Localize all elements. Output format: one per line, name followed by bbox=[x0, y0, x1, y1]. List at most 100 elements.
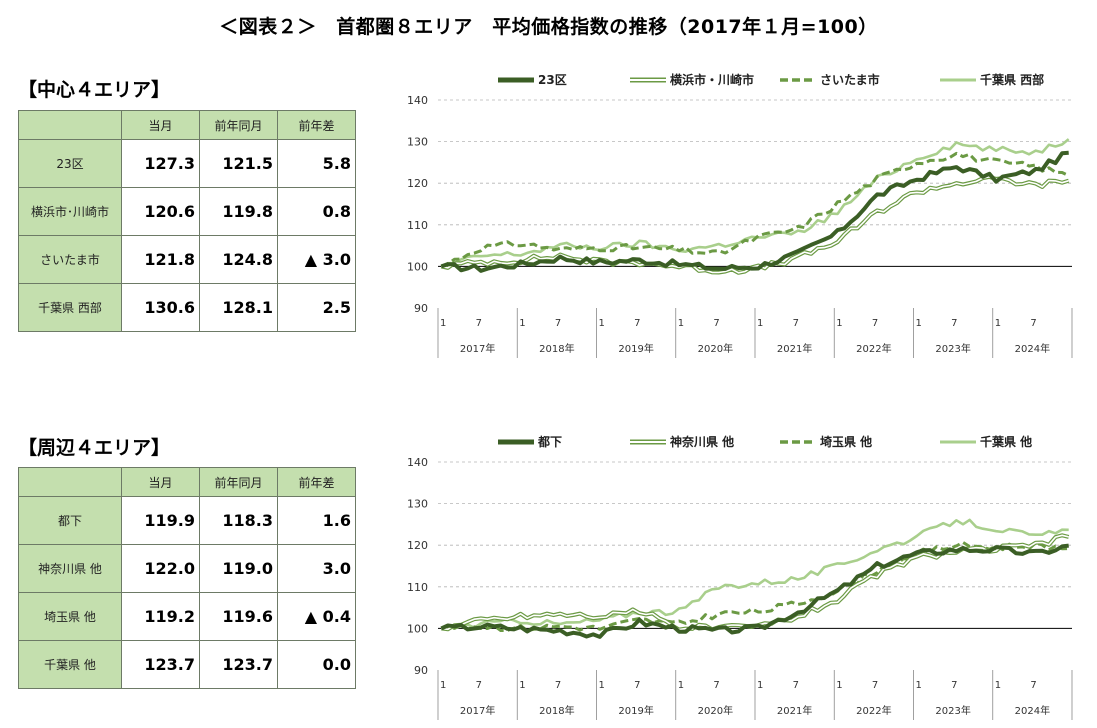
legend-label: 神奈川県 他 bbox=[670, 434, 734, 449]
x-month-tick-label: 7 bbox=[872, 680, 878, 691]
legend-label: 横浜市・川崎市 bbox=[670, 72, 754, 87]
table-row: さいたま市 121.8 124.8 ▲ 3.0 bbox=[18, 235, 356, 284]
current-value: 121.8 bbox=[121, 235, 200, 284]
y-tick-label: 130 bbox=[407, 498, 428, 511]
current-value: 123.7 bbox=[121, 640, 200, 689]
current-value: 119.9 bbox=[121, 496, 200, 545]
table-row: 埼玉県 他 119.2 119.6 ▲ 0.4 bbox=[18, 592, 356, 641]
x-month-tick-label: 1 bbox=[995, 318, 1001, 329]
diff-value: ▲ 3.0 bbox=[277, 235, 356, 284]
diff-value: 5.8 bbox=[277, 139, 356, 188]
x-year-label: 2019年 bbox=[618, 704, 653, 717]
table-header-row: 当月 前年同月 前年差 bbox=[18, 467, 356, 497]
legend-label: 23区 bbox=[538, 73, 567, 87]
x-year-label: 2023年 bbox=[935, 704, 970, 717]
table-row: 千葉県 西部 130.6 128.1 2.5 bbox=[18, 283, 356, 332]
table-header-diff: 前年差 bbox=[277, 110, 356, 140]
peripheral-areas-line-chart: 90 100 110 120 130 140 1 7 2017年 1 7 2018年 1 7 2019年 1 7… bbox=[407, 434, 1073, 720]
area-label: 横浜市･川崎市 bbox=[18, 187, 122, 236]
y-tick-label: 100 bbox=[407, 622, 428, 635]
current-value: 127.3 bbox=[121, 139, 200, 188]
legend-item: 23区 bbox=[498, 73, 567, 87]
series-line-inner bbox=[441, 176, 1069, 274]
current-value: 130.6 bbox=[121, 283, 200, 332]
y-tick-label: 120 bbox=[407, 177, 428, 190]
current-value: 119.2 bbox=[121, 592, 200, 641]
peripheral-areas-table: 当月 前年同月 前年差 都下 119.9 118.3 1.6 神奈川県 他 122.0 1… bbox=[18, 467, 356, 689]
y-tick-label: 120 bbox=[407, 539, 428, 552]
legend-item: 埼玉県 他 bbox=[780, 434, 872, 449]
prev-year-value: 123.7 bbox=[199, 640, 278, 689]
series-line bbox=[441, 540, 1069, 633]
prev-year-value: 119.0 bbox=[199, 544, 278, 593]
x-month-tick-label: 7 bbox=[476, 680, 482, 691]
x-month-tick-label: 1 bbox=[440, 680, 446, 691]
page-title: ＜図表２＞ 首都圏８エリア 平均価格指数の推移（2017年１月=100） bbox=[219, 16, 878, 38]
x-year-label: 2022年 bbox=[856, 704, 891, 717]
x-month-tick-label: 7 bbox=[951, 318, 957, 329]
x-month-tick-label: 1 bbox=[995, 680, 1001, 691]
x-year-label: 2023年 bbox=[935, 342, 970, 355]
y-tick-label: 90 bbox=[414, 302, 428, 315]
prev-year-value: 119.6 bbox=[199, 592, 278, 641]
diff-value: 0.0 bbox=[277, 640, 356, 689]
area-label: 神奈川県 他 bbox=[18, 544, 122, 593]
legend-label: 千葉県 西部 bbox=[980, 72, 1044, 87]
x-month-tick-label: 1 bbox=[757, 318, 763, 329]
x-month-tick-label: 1 bbox=[440, 318, 446, 329]
table-header-prev-year: 前年同月 bbox=[199, 110, 278, 140]
x-month-tick-label: 7 bbox=[555, 680, 561, 691]
section-heading-peripheral: 【周辺４エリア】 bbox=[18, 437, 171, 459]
x-month-tick-label: 7 bbox=[476, 318, 482, 329]
area-label: 23区 bbox=[18, 139, 122, 188]
x-month-tick-label: 1 bbox=[678, 318, 684, 329]
table-header-corner bbox=[18, 110, 122, 140]
area-label: 千葉県 他 bbox=[18, 640, 122, 689]
x-month-tick-label: 1 bbox=[757, 680, 763, 691]
x-year-label: 2020年 bbox=[698, 704, 733, 717]
legend-item: 千葉県 他 bbox=[940, 434, 1032, 449]
x-month-tick-label: 7 bbox=[713, 318, 719, 329]
x-year-label: 2017年 bbox=[460, 704, 495, 717]
legend-label: 都下 bbox=[537, 434, 562, 449]
x-month-tick-label: 7 bbox=[872, 318, 878, 329]
x-year-label: 2021年 bbox=[777, 704, 812, 717]
prev-year-value: 128.1 bbox=[199, 283, 278, 332]
x-year-label: 2024年 bbox=[1015, 704, 1050, 717]
y-tick-label: 110 bbox=[407, 219, 428, 232]
prev-year-value: 121.5 bbox=[199, 139, 278, 188]
x-year-label: 2021年 bbox=[777, 342, 812, 355]
x-year-label: 2018年 bbox=[539, 704, 574, 717]
y-tick-label: 100 bbox=[407, 260, 428, 273]
x-month-tick-label: 7 bbox=[1030, 318, 1036, 329]
x-month-tick-label: 1 bbox=[836, 680, 842, 691]
table-row: 千葉県 他 123.7 123.7 0.0 bbox=[18, 640, 356, 689]
table-row: 都下 119.9 118.3 1.6 bbox=[18, 496, 356, 545]
central-areas-line-chart: 90 100 110 120 130 140 1 7 2017年 1 7 2018年 1 7 2019年 1 7… bbox=[407, 72, 1073, 358]
diff-value: 1.6 bbox=[277, 496, 356, 545]
area-label: さいたま市 bbox=[18, 235, 122, 284]
diff-value: ▲ 0.4 bbox=[277, 592, 356, 641]
y-tick-label: 130 bbox=[407, 136, 428, 149]
series-line bbox=[440, 150, 1069, 273]
x-month-tick-label: 7 bbox=[555, 318, 561, 329]
section-heading-central: 【中心４エリア】 bbox=[18, 79, 171, 101]
legend-item: 神奈川県 他 bbox=[630, 434, 734, 449]
legend-item: 千葉県 西部 bbox=[940, 72, 1044, 87]
table-header-prev-year: 前年同月 bbox=[199, 467, 278, 497]
x-month-tick-label: 1 bbox=[599, 318, 605, 329]
diff-value: 2.5 bbox=[277, 283, 356, 332]
x-month-tick-label: 7 bbox=[793, 680, 799, 691]
legend-label: 千葉県 他 bbox=[980, 434, 1032, 449]
x-year-label: 2017年 bbox=[460, 342, 495, 355]
series-line bbox=[440, 543, 1069, 639]
y-tick-label: 90 bbox=[414, 664, 428, 677]
y-tick-label: 140 bbox=[407, 94, 428, 107]
x-month-tick-label: 1 bbox=[836, 318, 842, 329]
legend-item: 都下 bbox=[498, 434, 562, 449]
table-row: 神奈川県 他 122.0 119.0 3.0 bbox=[18, 544, 356, 593]
area-label: 埼玉県 他 bbox=[18, 592, 122, 641]
table-header-corner bbox=[18, 467, 122, 497]
x-month-tick-label: 7 bbox=[634, 318, 640, 329]
current-value: 122.0 bbox=[121, 544, 200, 593]
